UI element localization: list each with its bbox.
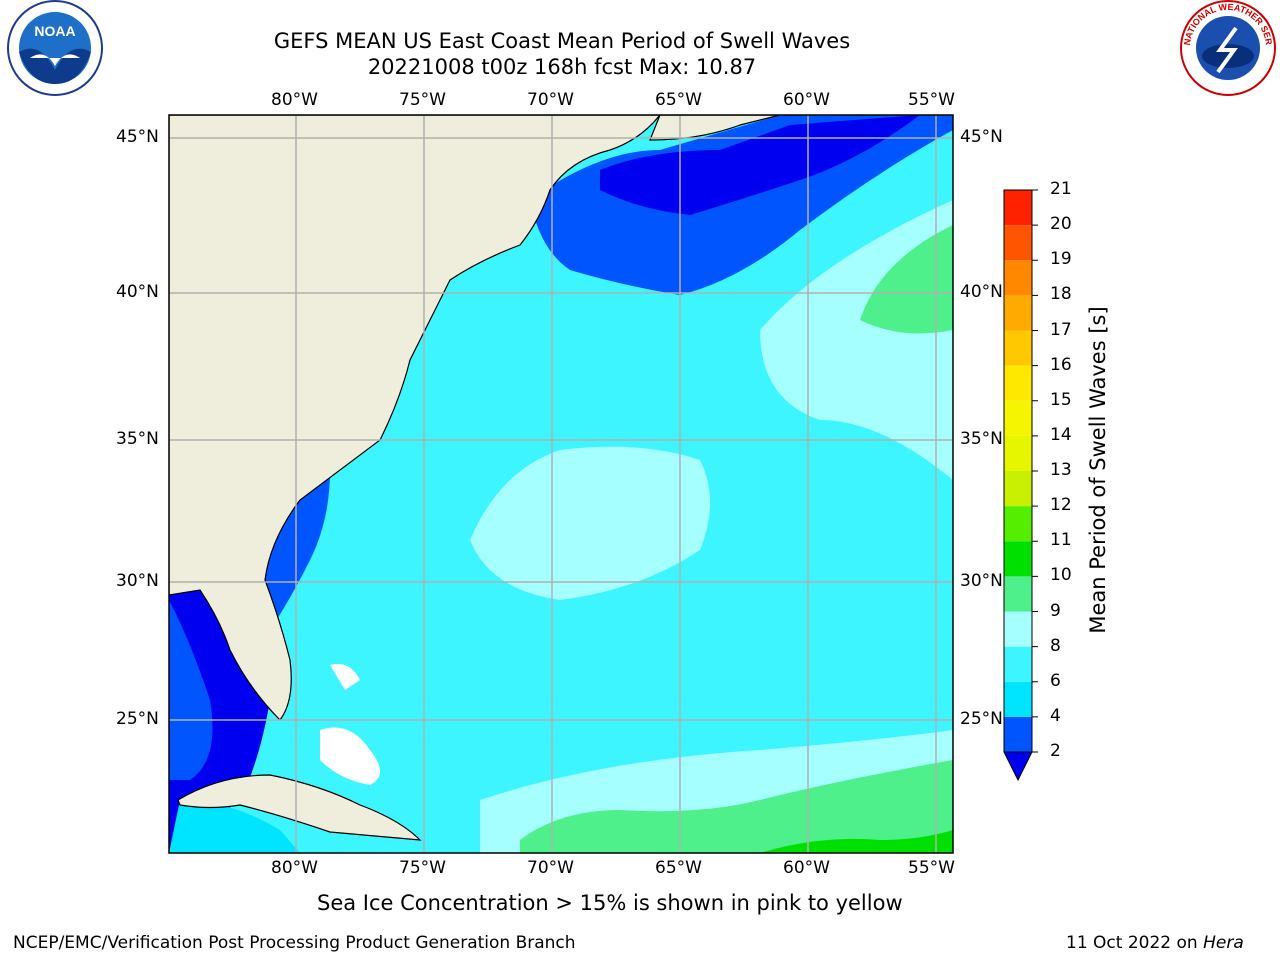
lat-label-left: 30°N <box>116 571 159 591</box>
colorbar-segment <box>1004 471 1032 507</box>
footer-date: 11 Oct 2022 on Hera <box>1066 933 1244 953</box>
colorbar-segment <box>1004 260 1032 296</box>
colorbar-segment <box>1004 541 1032 577</box>
lat-label-right: 35°N <box>960 429 1003 449</box>
colorbar-tick-label: 2 <box>1050 741 1061 761</box>
lon-label-top: 75°W <box>399 90 446 110</box>
lat-label-right: 30°N <box>960 571 1003 591</box>
nws-logo-icon: NATIONAL WEATHER SERVICE <box>0 0 1276 96</box>
lon-label-top: 80°W <box>271 90 318 110</box>
lon-label-top: 55°W <box>908 90 955 110</box>
colorbar-tick-label: 8 <box>1050 635 1061 656</box>
colorbar-segment <box>1004 365 1032 401</box>
colorbar-tick-label: 19 <box>1050 249 1072 270</box>
map-gridlines <box>169 115 953 853</box>
colorbar-tick-label: 9 <box>1050 600 1061 621</box>
lon-label-top: 60°W <box>783 90 830 110</box>
noaa-logo-icon: NOAA <box>7 0 103 96</box>
colorbar-tick-label: 20 <box>1050 214 1072 235</box>
colorbar-segment <box>1004 400 1032 436</box>
map-canvas <box>169 115 953 853</box>
lon-label-bottom: 55°W <box>908 858 955 878</box>
footer-host: Hera <box>1203 933 1244 953</box>
colorbar-segment <box>1004 611 1032 647</box>
colorbar-segment <box>1004 681 1032 717</box>
lon-label-bottom: 80°W <box>271 858 318 878</box>
lat-label-left: 45°N <box>116 127 159 147</box>
map-frame <box>168 114 954 854</box>
colorbar-segment <box>1004 506 1032 542</box>
colorbar-tick-label: 10 <box>1050 565 1072 586</box>
chart-title: GEFS MEAN US East Coast Mean Period of S… <box>273 29 851 53</box>
lon-label-top: 70°W <box>527 90 574 110</box>
lon-label-bottom: 75°W <box>399 858 446 878</box>
footer-credit: NCEP/EMC/Verification Post Processing Pr… <box>13 933 576 953</box>
colorbar-segment <box>1004 330 1032 366</box>
colorbar-segment <box>1004 190 1032 226</box>
colorbar <box>1003 189 1038 782</box>
colorbar-tick-label: 11 <box>1050 530 1072 551</box>
colorbar-tick-label: 13 <box>1050 460 1072 480</box>
colorbar-segment <box>1004 716 1032 752</box>
lat-label-left: 40°N <box>116 282 159 302</box>
lat-label-left: 25°N <box>116 709 159 729</box>
colorbar-tick-label: 17 <box>1050 319 1072 340</box>
sea-ice-note: Sea Ice Concentration > 15% is shown in … <box>317 891 903 915</box>
chart-subtitle: 20221008 t00z 168h fcst Max: 10.87 <box>367 55 757 79</box>
lon-label-top: 65°W <box>655 90 702 110</box>
colorbar-segment <box>1004 576 1032 612</box>
colorbar-label: Mean Period of Swell Waves [s] <box>1086 306 1110 634</box>
lon-label-bottom: 65°W <box>655 858 702 878</box>
svg-text:NATIONAL WEATHER SERVICE: NATIONAL WEATHER SERVICE <box>0 0 1274 46</box>
colorbar-under-arrow <box>1003 751 1033 782</box>
colorbar-tick-label: 14 <box>1050 424 1072 445</box>
footer-date-text: 11 Oct 2022 on <box>1066 933 1204 953</box>
lon-label-bottom: 70°W <box>527 858 574 878</box>
colorbar-tick-label: 18 <box>1050 284 1072 305</box>
lat-label-right: 25°N <box>960 709 1003 729</box>
colorbar-segment <box>1004 646 1032 682</box>
colorbar-segment <box>1004 295 1032 331</box>
colorbar-tick-label: 12 <box>1050 495 1072 516</box>
colorbar-segment <box>1004 435 1032 471</box>
noaa-logo-text: NOAA <box>34 23 75 39</box>
colorbar-tick-label: 15 <box>1050 389 1072 410</box>
colorbar-tick-label: 21 <box>1050 179 1072 199</box>
nws-ring-text: NATIONAL WEATHER SERVICE <box>0 0 1274 46</box>
colorbar-tick-label: 4 <box>1050 705 1061 726</box>
colorbar-tick-label: 6 <box>1050 670 1061 691</box>
lon-label-bottom: 60°W <box>783 858 830 878</box>
colorbar-tick-label: 16 <box>1050 354 1072 375</box>
lat-label-right: 40°N <box>960 282 1003 302</box>
colorbar-segment <box>1004 225 1032 261</box>
lat-label-left: 35°N <box>116 429 159 449</box>
lat-label-right: 45°N <box>960 127 1003 147</box>
